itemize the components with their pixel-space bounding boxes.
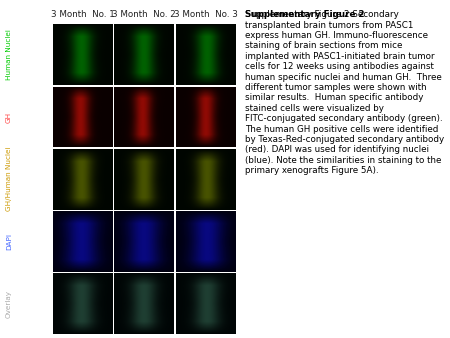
Text: Overlay: Overlay [6,290,12,317]
Text: Supplementary Figure 2 Secondary transplanted brain tumors from PASC1 express hu: Supplementary Figure 2 Secondary transpl… [245,10,445,175]
Text: GH: GH [6,112,12,122]
Text: Human Nuclei: Human Nuclei [6,29,12,80]
Text: Supplementary Figure 2: Supplementary Figure 2 [245,10,365,19]
Text: DAPI: DAPI [6,233,12,250]
Text: GH/Human Nuclei: GH/Human Nuclei [6,147,12,211]
Text: 3 Month  No. 2: 3 Month No. 2 [112,9,176,19]
Text: 3 Month  No. 1: 3 Month No. 1 [50,9,114,19]
Text: 3 Month  No. 3: 3 Month No. 3 [174,9,238,19]
